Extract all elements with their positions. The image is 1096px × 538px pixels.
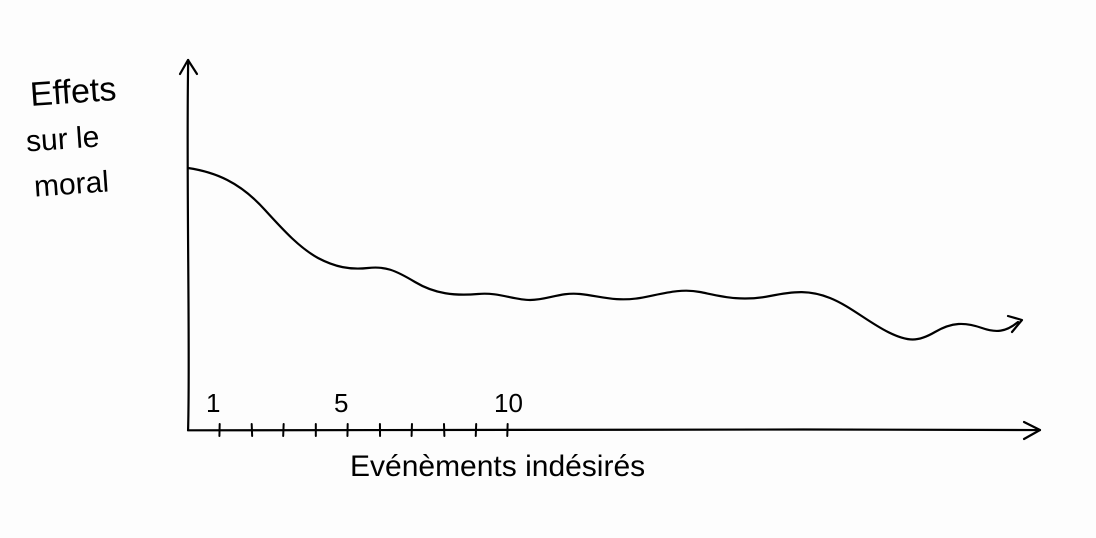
y-axis-label-line1: Effets xyxy=(29,72,117,112)
y-axis xyxy=(188,60,189,430)
sketch-chart: Effets sur le moral Evénèments indésirés… xyxy=(0,0,1096,538)
x-tick-label: 5 xyxy=(334,388,348,419)
y-axis-label-line3: moral xyxy=(33,167,110,202)
x-tick-label: 10 xyxy=(494,388,523,419)
x-tick-label: 1 xyxy=(206,388,220,419)
x-axis-label: Evénèments indésirés xyxy=(350,450,645,484)
y-axis-label-line2: sur le xyxy=(25,122,100,157)
